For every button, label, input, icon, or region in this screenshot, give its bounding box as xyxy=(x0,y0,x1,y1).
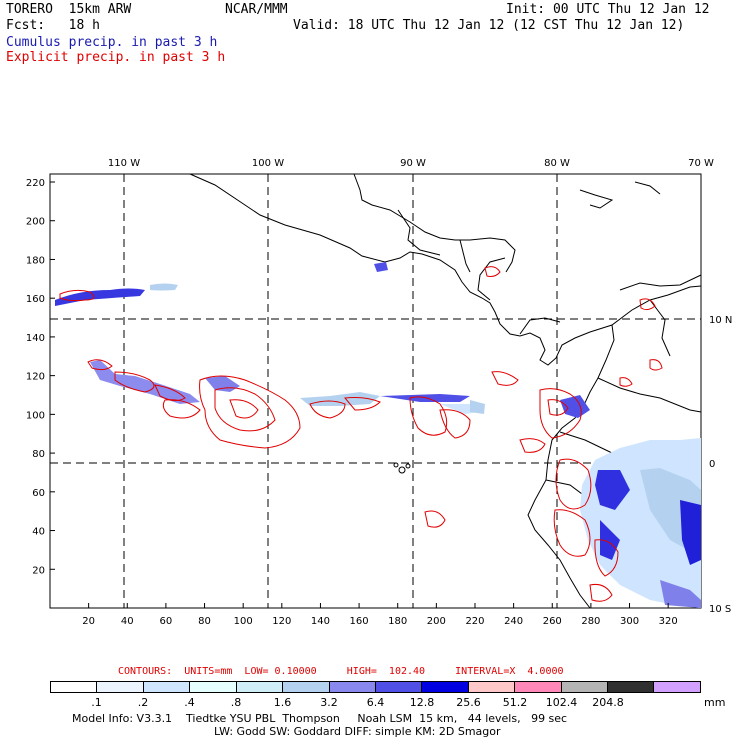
scale-label: .8 xyxy=(230,696,242,709)
forecast-hour: Fcst: 18 h xyxy=(6,18,100,33)
y-tick-140: 140 xyxy=(26,333,45,344)
y-tick-60: 60 xyxy=(32,488,45,499)
lon-label-100w: 100 W xyxy=(252,158,284,169)
scale-swatch xyxy=(422,682,469,692)
y-tick-100: 100 xyxy=(26,410,45,421)
x-tick-140: 140 xyxy=(311,616,330,627)
x-tick-40: 40 xyxy=(121,616,134,627)
lat-label-0: 0 xyxy=(709,459,715,470)
lon-labels: 110 W 100 W 90 W 80 W 70 W xyxy=(108,158,714,169)
galapagos-islands xyxy=(393,462,411,474)
map-frame xyxy=(49,173,702,609)
explicit-precip-contours xyxy=(59,266,663,602)
scale-swatch xyxy=(143,682,191,692)
x-tick-120: 120 xyxy=(272,616,291,627)
init-time: Init: 00 UTC Thu 12 Jan 12 xyxy=(506,2,710,17)
contours-info: CONTOURS: UNITS=mm LOW= 0.10000 HIGH= 10… xyxy=(118,666,564,677)
y-tick-20: 20 xyxy=(32,565,45,576)
lon-label-110w: 110 W xyxy=(108,158,140,169)
scale-swatch xyxy=(561,682,609,692)
y-tick-220: 220 xyxy=(26,178,45,189)
x-tick-20: 20 xyxy=(82,616,95,627)
x-tick-280: 280 xyxy=(581,616,600,627)
lon-label-90w: 90 W xyxy=(400,158,426,169)
x-tick-200: 200 xyxy=(427,616,446,627)
scale-swatch xyxy=(608,682,655,692)
lat-label-10n: 10 N xyxy=(709,315,732,326)
scale-label: 3.2 xyxy=(320,696,338,709)
x-tick-labels: 20 40 60 80 100 120 140 160 180 200 220 240 260 280 30… xyxy=(82,603,678,627)
scale-label: .1 xyxy=(91,696,102,709)
physics-info: LW: Godd SW: Goddard DIFF: simple KM: 2D… xyxy=(214,725,501,738)
scale-swatch xyxy=(51,682,98,692)
field-explicit-label: Explicit precip. in past 3 h xyxy=(6,50,226,65)
scale-label: 204.8 xyxy=(592,696,624,709)
x-tick-220: 220 xyxy=(465,616,484,627)
color-scale xyxy=(50,681,701,693)
scale-label: 25.6 xyxy=(456,696,481,709)
lon-label-70w: 70 W xyxy=(688,158,714,169)
y-tick-200: 200 xyxy=(26,217,45,228)
scale-swatch xyxy=(515,682,562,692)
scale-label: 1.6 xyxy=(273,696,292,709)
valid-time: Valid: 18 UTC Thu 12 Jan 12 (12 CST Thu … xyxy=(293,18,685,33)
scale-swatch xyxy=(468,682,516,692)
scale-swatch xyxy=(190,682,237,692)
scale-label: 102.4 xyxy=(545,696,578,709)
y-tick-labels: 220 200 180 160 140 120 100 80 60 40 20 xyxy=(26,178,55,576)
scale-swatch xyxy=(97,682,144,692)
y-tick-80: 80 xyxy=(32,449,45,460)
model-title: TORERO 15km ARW xyxy=(6,2,132,17)
scale-units: mm xyxy=(704,696,726,709)
scale-label: .2 xyxy=(137,696,149,709)
lat-lon-grid xyxy=(50,174,701,608)
x-tick-260: 260 xyxy=(543,616,562,627)
scale-swatch xyxy=(654,682,700,692)
x-tick-100: 100 xyxy=(234,616,253,627)
scale-label: 6.4 xyxy=(366,696,385,709)
x-tick-60: 60 xyxy=(160,616,173,627)
scale-label: 51.2 xyxy=(502,696,528,709)
organization-label: NCAR/MMM xyxy=(225,2,288,17)
scale-swatch xyxy=(283,682,330,692)
y-tick-40: 40 xyxy=(32,527,45,538)
lon-label-80w: 80 W xyxy=(544,158,570,169)
scale-label: 12.8 xyxy=(409,696,435,709)
x-tick-240: 240 xyxy=(504,616,523,627)
y-tick-160: 160 xyxy=(26,294,45,305)
y-tick-180: 180 xyxy=(26,255,45,266)
x-tick-180: 180 xyxy=(388,616,407,627)
x-tick-300: 300 xyxy=(620,616,639,627)
field-cumulus-label: Cumulus precip. in past 3 h xyxy=(6,35,218,50)
x-tick-320: 320 xyxy=(659,616,678,627)
scale-swatch xyxy=(329,682,376,692)
y-tick-120: 120 xyxy=(26,372,45,383)
cumulus-precip xyxy=(55,262,701,608)
scale-swatch xyxy=(375,682,423,692)
x-tick-160: 160 xyxy=(350,616,369,627)
x-tick-80: 80 xyxy=(198,616,211,627)
lat-labels: 10 N 0 10 S xyxy=(709,315,732,615)
scale-label: .4 xyxy=(184,696,195,709)
lat-label-10s: 10 S xyxy=(709,604,731,615)
model-info: Model Info: V3.3.1 Tiedtke YSU PBL Thomp… xyxy=(72,712,568,725)
scale-swatch xyxy=(236,682,284,692)
